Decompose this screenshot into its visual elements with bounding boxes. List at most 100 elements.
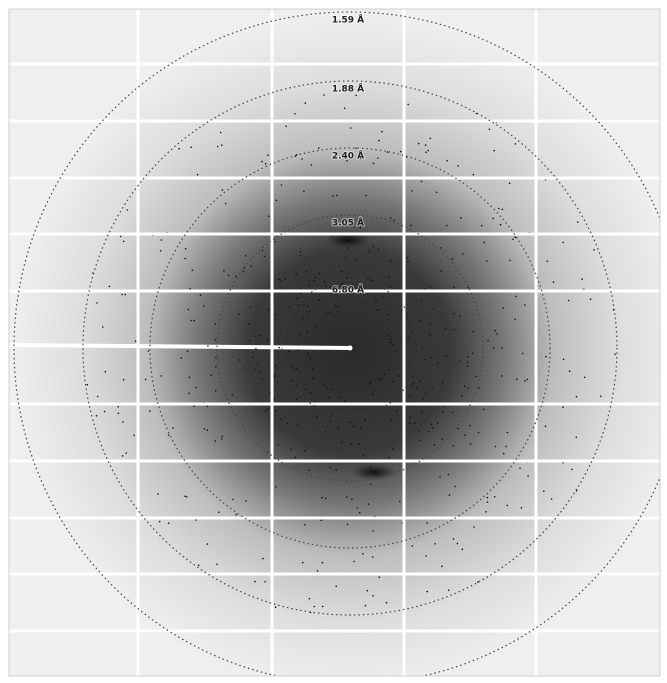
bragg-spot [498, 208, 500, 210]
bragg-spot [514, 319, 516, 321]
bragg-spot [309, 311, 311, 313]
bragg-spot [505, 446, 507, 448]
bragg-spot [422, 398, 424, 400]
bragg-spot [235, 276, 237, 278]
bragg-spot [412, 332, 414, 334]
bragg-spot [484, 242, 486, 244]
bragg-spot [222, 436, 224, 438]
bragg-spot [275, 486, 277, 488]
bragg-spot [347, 247, 349, 249]
bragg-spot [369, 250, 371, 252]
bragg-spot [433, 308, 435, 310]
bragg-spot [387, 151, 389, 153]
bragg-spot [388, 276, 390, 278]
bragg-spot [347, 524, 349, 526]
bragg-spot [275, 606, 277, 608]
bragg-spot [364, 419, 366, 421]
bragg-spot [372, 530, 374, 532]
bragg-spot [452, 445, 454, 447]
bragg-spot [547, 260, 549, 262]
bragg-spot [313, 606, 315, 608]
bragg-spot [341, 271, 343, 273]
bragg-spot [388, 335, 390, 337]
bragg-spot [489, 129, 491, 131]
bragg-spot [350, 443, 352, 445]
bragg-spot [509, 182, 511, 184]
bragg-spot [145, 379, 147, 381]
bragg-spot [390, 342, 392, 344]
bragg-spot [204, 428, 206, 430]
bragg-spot [445, 355, 447, 357]
bragg-spot [285, 126, 287, 128]
bragg-spot [407, 261, 409, 263]
bragg-spot [467, 366, 469, 368]
bragg-spot [168, 522, 170, 524]
bragg-spot [293, 369, 295, 371]
bragg-spot [483, 409, 485, 411]
bragg-spot [400, 151, 402, 153]
bragg-spot [521, 507, 523, 509]
bragg-spot [296, 384, 298, 386]
bragg-spot [577, 221, 579, 223]
bragg-spot [320, 520, 322, 522]
ring-label: 3.05 Å [332, 218, 364, 229]
bragg-spot [192, 270, 194, 272]
bragg-spot [390, 286, 392, 288]
bragg-spot [302, 318, 304, 320]
bragg-spot [305, 102, 307, 104]
bragg-spot [425, 555, 427, 557]
bragg-spot [365, 605, 367, 607]
bragg-spot [428, 431, 430, 433]
bragg-spot [133, 435, 135, 437]
bragg-spot [407, 313, 409, 315]
bragg-spot [427, 150, 429, 152]
ring-label: 1.59 Å [332, 15, 364, 26]
bragg-spot [375, 298, 377, 300]
bragg-spot [190, 320, 192, 322]
bragg-spot [476, 376, 478, 378]
bragg-spot [527, 475, 529, 477]
bragg-spot [307, 305, 309, 307]
bragg-spot [309, 598, 311, 600]
bragg-spot [383, 295, 385, 297]
bragg-spot [248, 323, 250, 325]
bragg-spot [576, 396, 578, 398]
bragg-spot [215, 440, 217, 442]
bragg-spot [121, 294, 123, 296]
bragg-spot [223, 270, 225, 272]
bragg-spot [257, 365, 259, 367]
bragg-spot [563, 359, 565, 361]
bragg-spot [416, 387, 418, 389]
bragg-spot [300, 251, 302, 253]
bragg-spot [195, 387, 197, 389]
bragg-spot [600, 396, 602, 398]
bragg-spot [346, 277, 348, 279]
bragg-spot [123, 241, 125, 243]
bragg-spot [460, 361, 462, 363]
bragg-spot [249, 307, 251, 309]
bragg-spot [457, 543, 459, 545]
bragg-spot [118, 413, 120, 415]
bragg-spot [318, 299, 320, 301]
bragg-spot [149, 410, 151, 412]
bragg-spot [398, 375, 400, 377]
bragg-spot [425, 144, 427, 146]
bragg-spot [407, 257, 409, 259]
bragg-spot [289, 306, 291, 308]
bragg-spot [135, 340, 137, 342]
bragg-spot [288, 351, 290, 353]
bragg-spot [314, 277, 316, 279]
bragg-spot [568, 300, 570, 302]
bragg-spot [104, 411, 106, 413]
bragg-spot [441, 566, 443, 568]
bragg-spot [337, 306, 339, 308]
bragg-spot [338, 428, 340, 430]
bragg-spot [378, 475, 380, 477]
bragg-spot [220, 132, 222, 134]
bragg-spot [198, 565, 200, 567]
bragg-spot [329, 312, 331, 314]
bragg-spot [290, 449, 292, 451]
bragg-spot [407, 337, 409, 339]
bragg-spot [341, 441, 343, 443]
bragg-spot [454, 486, 456, 488]
